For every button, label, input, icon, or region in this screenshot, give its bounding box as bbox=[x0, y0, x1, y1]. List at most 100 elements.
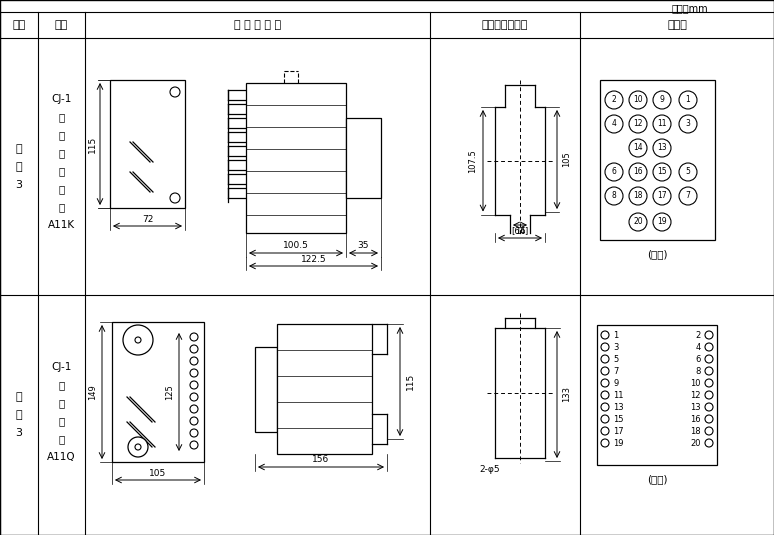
Circle shape bbox=[679, 187, 697, 205]
Text: 12: 12 bbox=[633, 119, 642, 128]
Circle shape bbox=[705, 391, 713, 399]
Bar bbox=[600, 80, 715, 240]
Text: 6: 6 bbox=[696, 355, 701, 363]
Circle shape bbox=[629, 139, 647, 157]
Text: 14: 14 bbox=[633, 143, 643, 152]
Circle shape bbox=[601, 391, 609, 399]
Circle shape bbox=[653, 91, 671, 109]
Text: 1: 1 bbox=[686, 96, 690, 104]
Text: 12: 12 bbox=[690, 391, 701, 400]
Circle shape bbox=[653, 213, 671, 231]
Text: 115: 115 bbox=[87, 135, 97, 152]
Circle shape bbox=[705, 427, 713, 435]
Text: 17: 17 bbox=[657, 192, 667, 201]
Text: 156: 156 bbox=[313, 455, 330, 464]
Text: 19: 19 bbox=[613, 439, 624, 447]
Circle shape bbox=[605, 91, 623, 109]
Text: [64]: [64] bbox=[512, 226, 529, 235]
Circle shape bbox=[705, 343, 713, 351]
Circle shape bbox=[601, 331, 609, 339]
Text: 9: 9 bbox=[613, 378, 618, 387]
Text: 105: 105 bbox=[149, 469, 166, 478]
Circle shape bbox=[629, 91, 647, 109]
Circle shape bbox=[135, 444, 141, 450]
Text: 7: 7 bbox=[686, 192, 690, 201]
Text: 16: 16 bbox=[633, 167, 643, 177]
Circle shape bbox=[679, 163, 697, 181]
Text: 附
图
3: 附 图 3 bbox=[15, 144, 22, 190]
Text: CJ-1
板
前
接
线
A11Q: CJ-1 板 前 接 线 A11Q bbox=[47, 362, 76, 462]
Text: 安装开孔尺寸图: 安装开孔尺寸图 bbox=[481, 20, 528, 30]
Circle shape bbox=[123, 325, 153, 355]
Text: 16: 16 bbox=[515, 227, 526, 236]
Circle shape bbox=[135, 337, 141, 343]
Text: 115: 115 bbox=[406, 373, 415, 390]
Circle shape bbox=[190, 405, 198, 413]
Text: 9: 9 bbox=[659, 96, 664, 104]
Circle shape bbox=[705, 379, 713, 387]
Text: 8: 8 bbox=[696, 366, 701, 376]
Text: 单位：mm: 单位：mm bbox=[672, 3, 709, 13]
Text: CJ-1
嵌
入
式
后
接
线
A11K: CJ-1 嵌 入 式 后 接 线 A11K bbox=[48, 94, 75, 230]
Text: 15: 15 bbox=[657, 167, 667, 177]
Text: 35: 35 bbox=[358, 241, 369, 250]
Text: 外 形 尺 寸 图: 外 形 尺 寸 图 bbox=[234, 20, 281, 30]
Circle shape bbox=[190, 381, 198, 389]
Bar bbox=[110, 80, 185, 208]
Bar bbox=[112, 322, 204, 462]
Text: 端子图: 端子图 bbox=[667, 20, 687, 30]
Circle shape bbox=[653, 139, 671, 157]
Text: 8: 8 bbox=[611, 192, 616, 201]
Circle shape bbox=[605, 115, 623, 133]
Text: 11: 11 bbox=[657, 119, 666, 128]
Text: 149: 149 bbox=[88, 384, 98, 400]
Text: 10: 10 bbox=[690, 378, 701, 387]
Circle shape bbox=[605, 187, 623, 205]
Text: 11: 11 bbox=[613, 391, 624, 400]
Circle shape bbox=[629, 187, 647, 205]
Circle shape bbox=[653, 163, 671, 181]
Circle shape bbox=[601, 439, 609, 447]
Circle shape bbox=[190, 345, 198, 353]
Circle shape bbox=[629, 115, 647, 133]
Circle shape bbox=[170, 87, 180, 97]
Text: 72: 72 bbox=[142, 215, 153, 224]
Text: (背视): (背视) bbox=[647, 249, 668, 259]
Circle shape bbox=[190, 429, 198, 437]
Circle shape bbox=[190, 417, 198, 425]
Circle shape bbox=[705, 415, 713, 423]
Circle shape bbox=[601, 355, 609, 363]
Circle shape bbox=[601, 403, 609, 411]
Circle shape bbox=[605, 163, 623, 181]
Text: 133: 133 bbox=[563, 386, 571, 402]
Text: 结构: 结构 bbox=[55, 20, 68, 30]
Text: 100.5: 100.5 bbox=[283, 241, 309, 250]
Text: 3: 3 bbox=[686, 119, 690, 128]
Text: 4: 4 bbox=[696, 342, 701, 351]
Text: 4: 4 bbox=[611, 119, 616, 128]
Text: 125: 125 bbox=[166, 384, 174, 400]
Text: 13: 13 bbox=[613, 402, 624, 411]
Text: 13: 13 bbox=[690, 402, 701, 411]
Circle shape bbox=[705, 403, 713, 411]
Text: 122.5: 122.5 bbox=[300, 255, 327, 264]
Circle shape bbox=[705, 439, 713, 447]
Text: 15: 15 bbox=[613, 415, 624, 424]
Bar bbox=[346, 118, 381, 198]
Bar bbox=[246, 83, 346, 233]
Bar bbox=[597, 325, 717, 465]
Text: 3: 3 bbox=[613, 342, 618, 351]
Text: (前视): (前视) bbox=[647, 474, 667, 484]
Text: 图号: 图号 bbox=[12, 20, 26, 30]
Text: 107.5: 107.5 bbox=[468, 149, 478, 173]
Circle shape bbox=[705, 367, 713, 375]
Circle shape bbox=[705, 331, 713, 339]
Circle shape bbox=[629, 163, 647, 181]
Bar bbox=[277, 324, 372, 454]
Text: 18: 18 bbox=[690, 426, 701, 435]
Bar bbox=[255, 347, 277, 432]
Text: 13: 13 bbox=[657, 143, 667, 152]
Text: 2-φ5: 2-φ5 bbox=[480, 465, 500, 475]
Circle shape bbox=[601, 427, 609, 435]
Text: 2: 2 bbox=[611, 96, 616, 104]
